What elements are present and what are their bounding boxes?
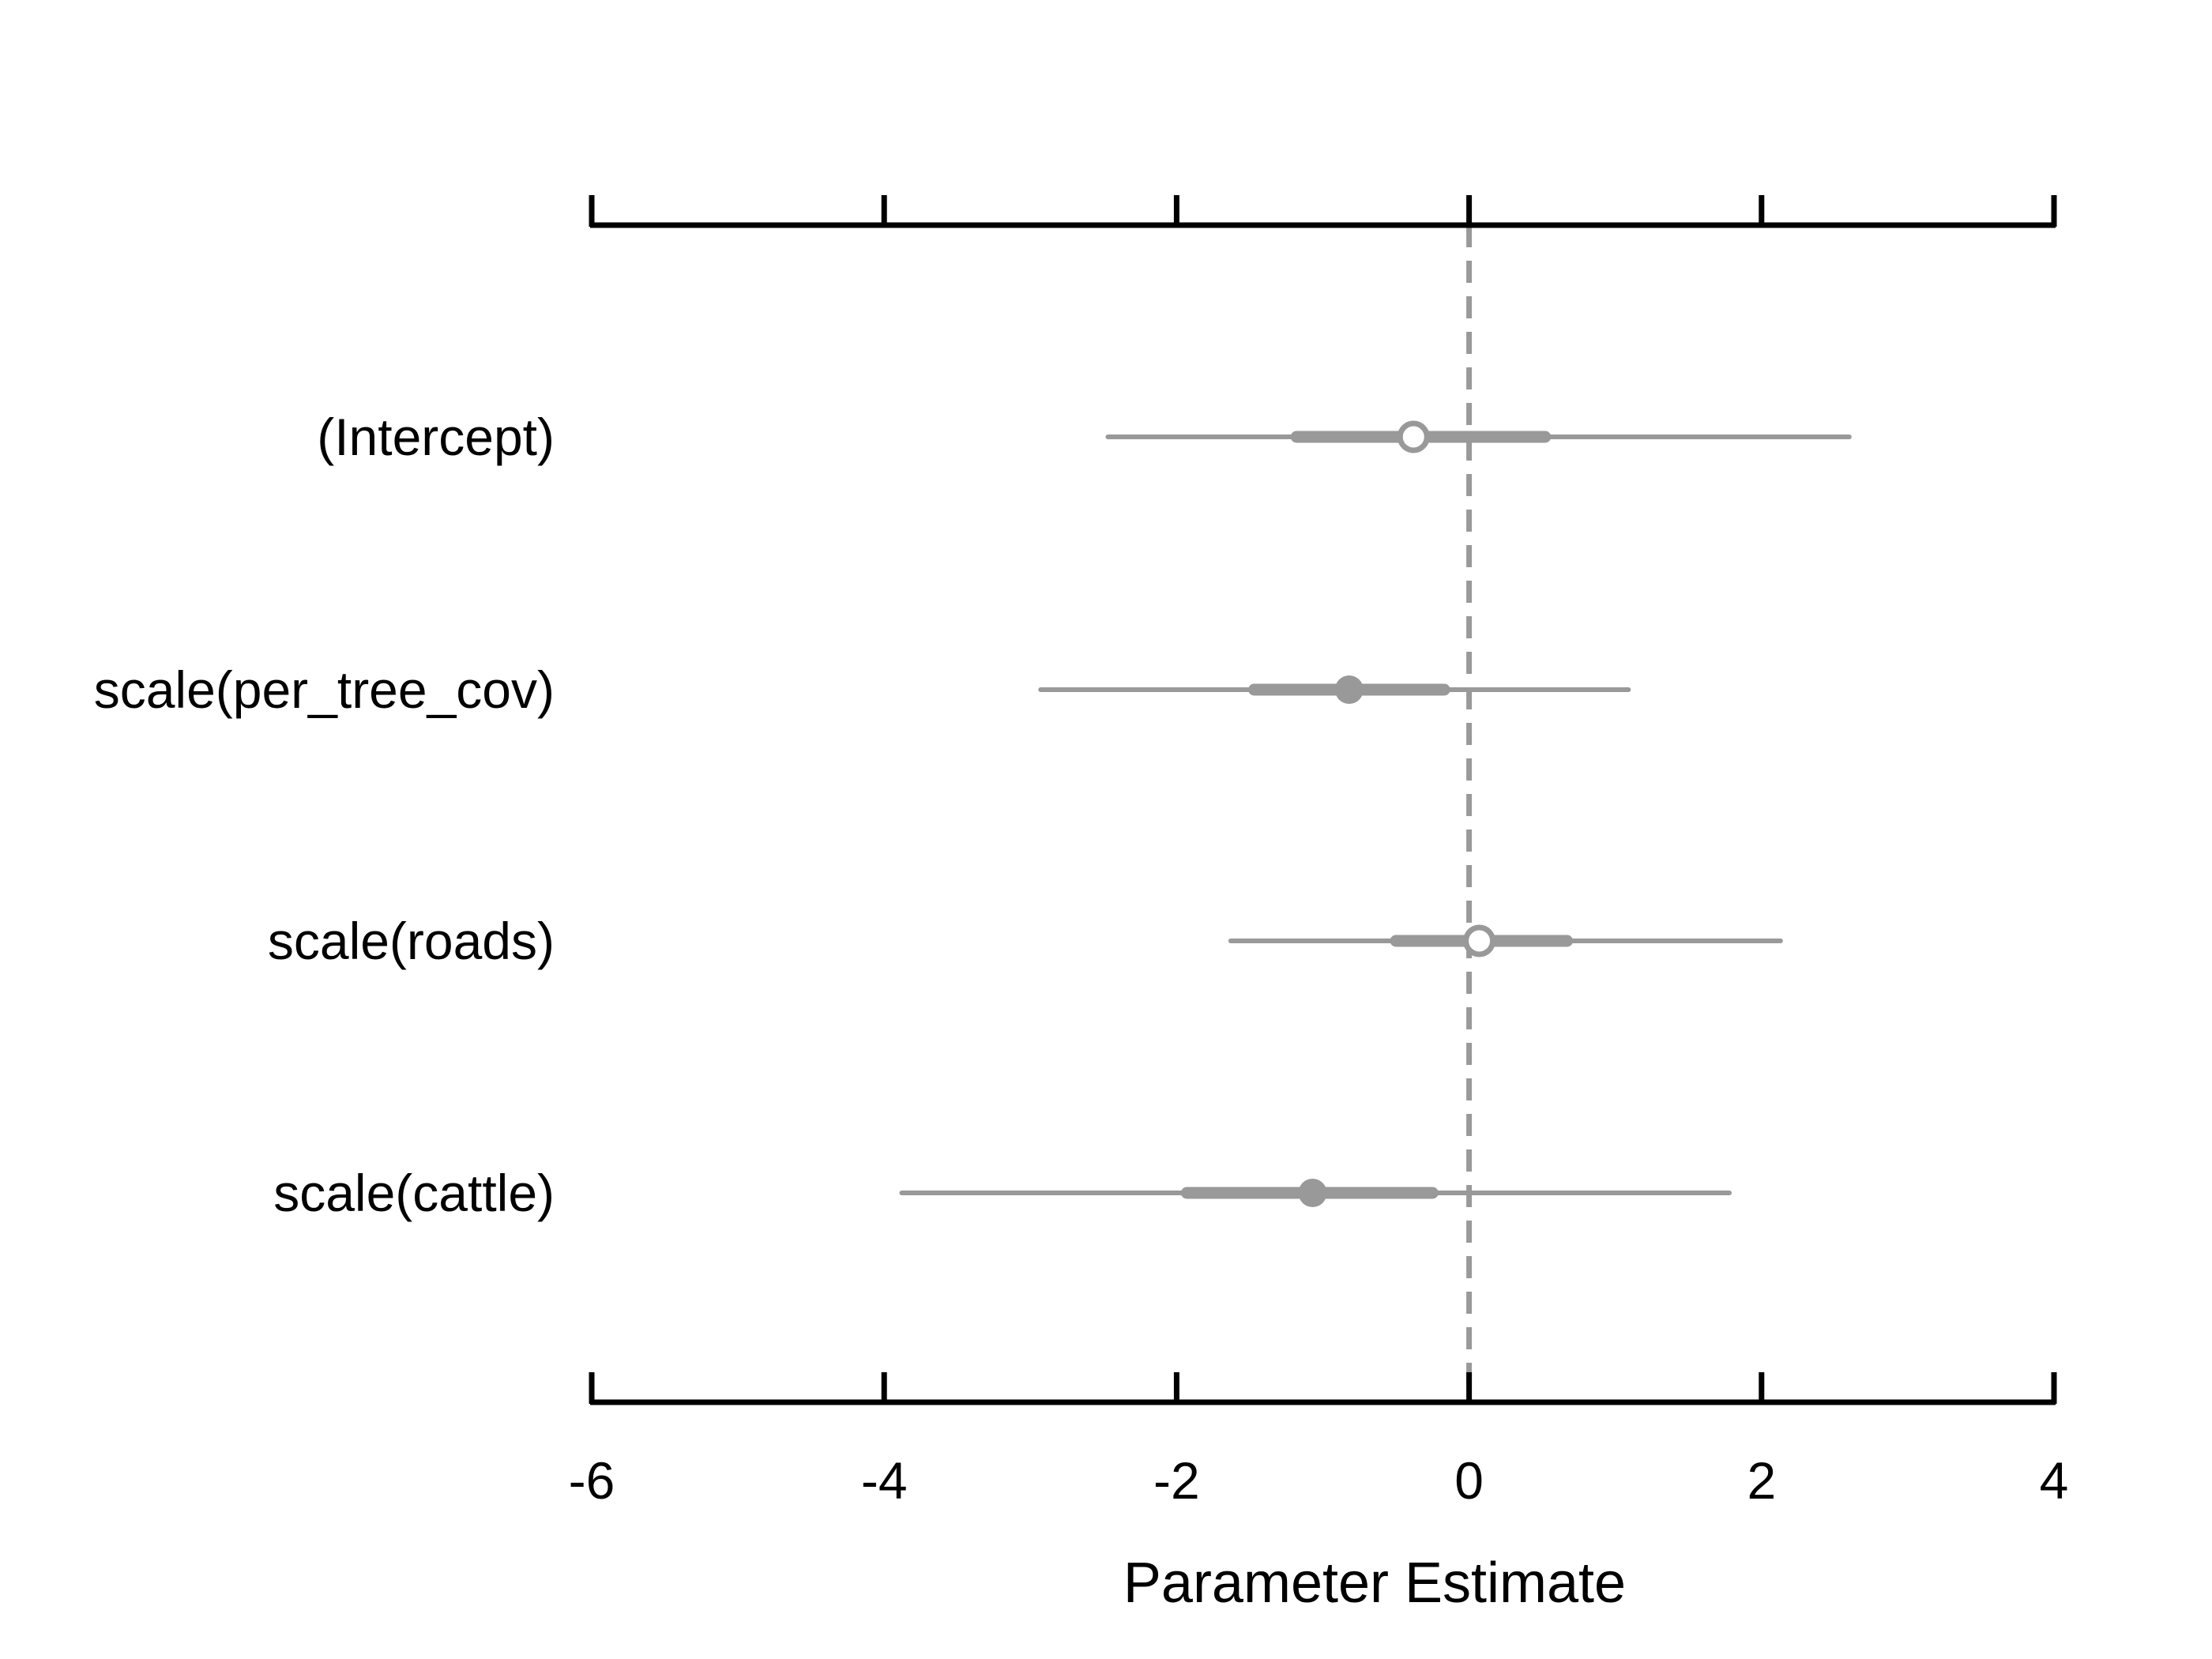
parameter-row [899, 1179, 1732, 1207]
top-axis [589, 195, 2057, 228]
bottom-axis: -6 -4 -2 0 2 4 [569, 1372, 2069, 1510]
parameter-row [1038, 675, 1631, 704]
x-axis-title: Parameter Estimate [1123, 1552, 1626, 1615]
parameter-labels: (Intercept) scale(per_tree_cov) scale(road… [94, 408, 555, 1222]
parameter-row [1228, 924, 1783, 957]
parameter-label: scale(roads) [268, 912, 555, 970]
estimate-point-filled [1298, 1179, 1327, 1207]
bottom-tick-label: 4 [2040, 1451, 2069, 1510]
parameter-label: scale(per_tree_cov) [94, 660, 555, 719]
bottom-tick-label: -4 [861, 1451, 908, 1510]
estimate-point-open [1463, 924, 1496, 957]
bottom-tick-label: 0 [1454, 1451, 1484, 1510]
parameter-row [1105, 420, 1852, 453]
bottom-tick-label: 2 [1747, 1451, 1776, 1510]
estimate-point-filled [1334, 675, 1364, 704]
parameter-label: (Intercept) [317, 408, 555, 466]
bottom-tick-label: -6 [569, 1451, 615, 1510]
parameter-label: scale(cattle) [273, 1164, 555, 1222]
bottom-tick-label: -2 [1153, 1451, 1200, 1510]
parameter-intervals [899, 420, 1852, 1207]
estimate-point-open [1397, 420, 1430, 453]
